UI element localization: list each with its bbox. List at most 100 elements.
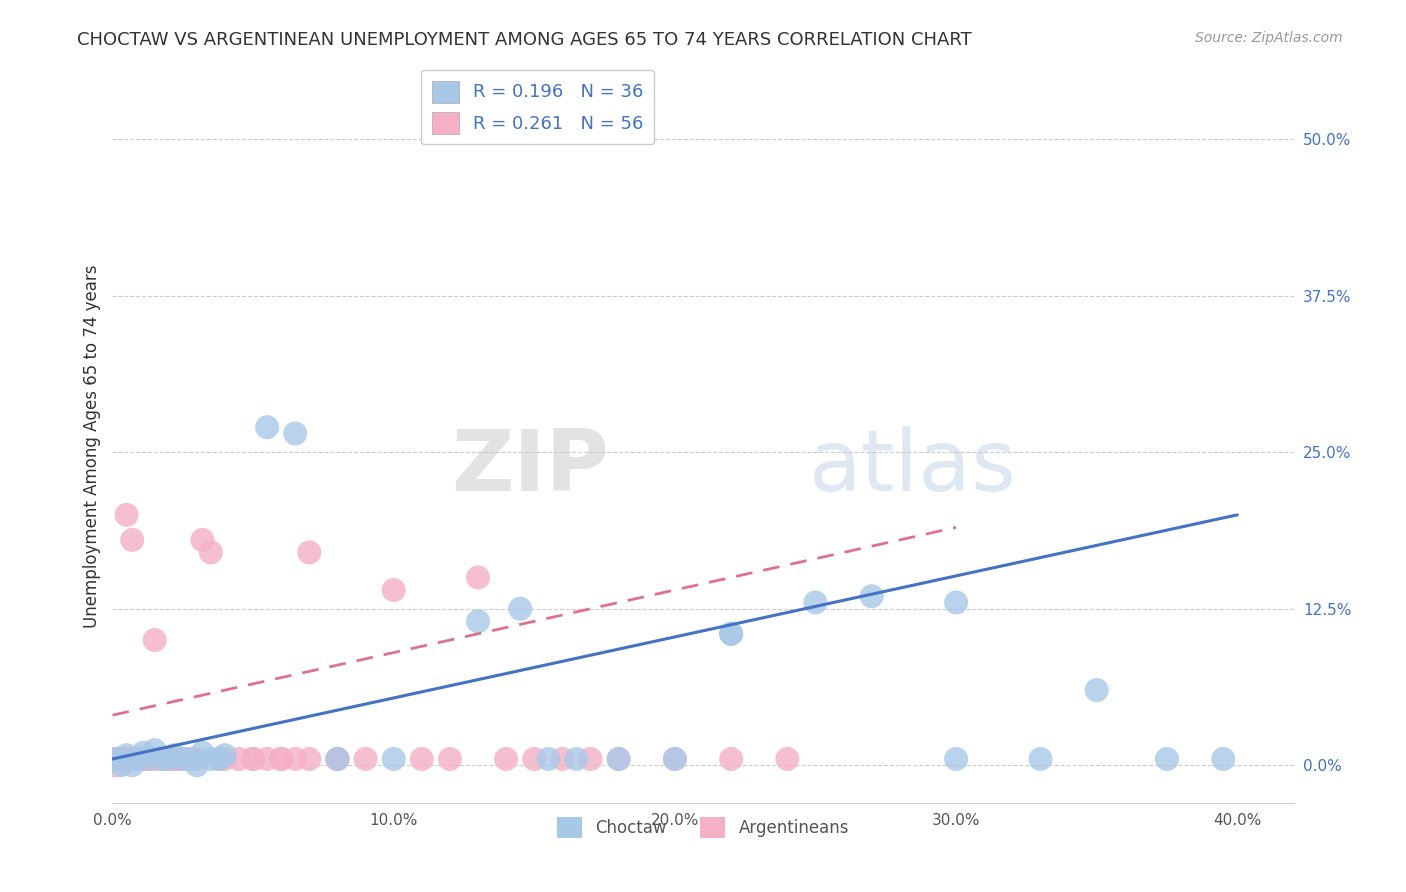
Point xyxy=(146,752,169,766)
Point xyxy=(1029,752,1052,766)
Point xyxy=(177,752,200,766)
Point xyxy=(467,614,489,628)
Point xyxy=(208,752,231,766)
Point xyxy=(214,748,236,763)
Point xyxy=(143,633,166,648)
Point xyxy=(256,752,278,766)
Point xyxy=(242,752,264,766)
Point xyxy=(720,752,742,766)
Point xyxy=(141,752,163,766)
Point xyxy=(121,758,143,772)
Point xyxy=(298,752,321,766)
Point xyxy=(186,752,208,766)
Point xyxy=(382,582,405,597)
Point xyxy=(110,752,132,766)
Point xyxy=(523,752,546,766)
Point xyxy=(270,752,292,766)
Point xyxy=(115,508,138,522)
Point xyxy=(214,752,236,766)
Point xyxy=(180,752,202,766)
Point xyxy=(551,752,574,766)
Point xyxy=(1212,752,1234,766)
Point xyxy=(607,752,630,766)
Point xyxy=(172,752,194,766)
Point xyxy=(191,746,214,760)
Point xyxy=(1156,752,1178,766)
Point xyxy=(143,743,166,757)
Point xyxy=(152,752,174,766)
Point xyxy=(565,752,588,766)
Point xyxy=(163,748,186,763)
Point xyxy=(720,627,742,641)
Point xyxy=(157,752,180,766)
Point xyxy=(228,752,250,766)
Point xyxy=(326,752,349,766)
Point xyxy=(200,752,222,766)
Point xyxy=(132,746,155,760)
Point xyxy=(945,752,967,766)
Point xyxy=(720,627,742,641)
Point xyxy=(172,752,194,766)
Point xyxy=(149,752,172,766)
Point xyxy=(132,752,155,766)
Point xyxy=(112,752,135,766)
Point xyxy=(160,752,183,766)
Point xyxy=(138,752,160,766)
Point xyxy=(127,752,149,766)
Point xyxy=(411,752,433,766)
Point xyxy=(607,752,630,766)
Point xyxy=(326,752,349,766)
Point xyxy=(326,752,349,766)
Point xyxy=(157,752,180,766)
Point xyxy=(138,752,160,766)
Point xyxy=(118,752,141,766)
Point xyxy=(1085,683,1108,698)
Point xyxy=(860,589,883,603)
Point xyxy=(776,752,799,766)
Point xyxy=(104,758,127,772)
Point xyxy=(200,545,222,559)
Point xyxy=(183,752,205,766)
Point xyxy=(124,752,146,766)
Legend: Choctaw, Argentineans: Choctaw, Argentineans xyxy=(550,811,856,845)
Point xyxy=(127,752,149,766)
Point xyxy=(115,748,138,763)
Point xyxy=(495,752,517,766)
Point xyxy=(104,752,127,766)
Text: ZIP: ZIP xyxy=(451,425,609,509)
Point xyxy=(191,533,214,547)
Point xyxy=(537,752,560,766)
Point xyxy=(270,752,292,766)
Point xyxy=(152,752,174,766)
Point xyxy=(129,752,152,766)
Point xyxy=(101,752,124,766)
Text: CHOCTAW VS ARGENTINEAN UNEMPLOYMENT AMONG AGES 65 TO 74 YEARS CORRELATION CHART: CHOCTAW VS ARGENTINEAN UNEMPLOYMENT AMON… xyxy=(77,31,972,49)
Point xyxy=(284,752,307,766)
Y-axis label: Unemployment Among Ages 65 to 74 years: Unemployment Among Ages 65 to 74 years xyxy=(83,264,101,628)
Point xyxy=(284,426,307,441)
Point xyxy=(382,752,405,766)
Point xyxy=(256,420,278,434)
Point xyxy=(163,752,186,766)
Point xyxy=(509,601,531,615)
Point xyxy=(439,752,461,766)
Point xyxy=(155,752,177,766)
Point xyxy=(298,545,321,559)
Point xyxy=(121,533,143,547)
Point xyxy=(166,752,188,766)
Text: atlas: atlas xyxy=(810,425,1018,509)
Point xyxy=(579,752,602,766)
Point xyxy=(945,595,967,609)
Point xyxy=(664,752,686,766)
Point xyxy=(242,752,264,766)
Point xyxy=(186,758,208,772)
Point xyxy=(107,752,129,766)
Point xyxy=(804,595,827,609)
Point xyxy=(208,752,231,766)
Text: Source: ZipAtlas.com: Source: ZipAtlas.com xyxy=(1195,31,1343,45)
Point xyxy=(664,752,686,766)
Point xyxy=(110,758,132,772)
Point xyxy=(354,752,377,766)
Point xyxy=(467,570,489,584)
Point xyxy=(135,752,157,766)
